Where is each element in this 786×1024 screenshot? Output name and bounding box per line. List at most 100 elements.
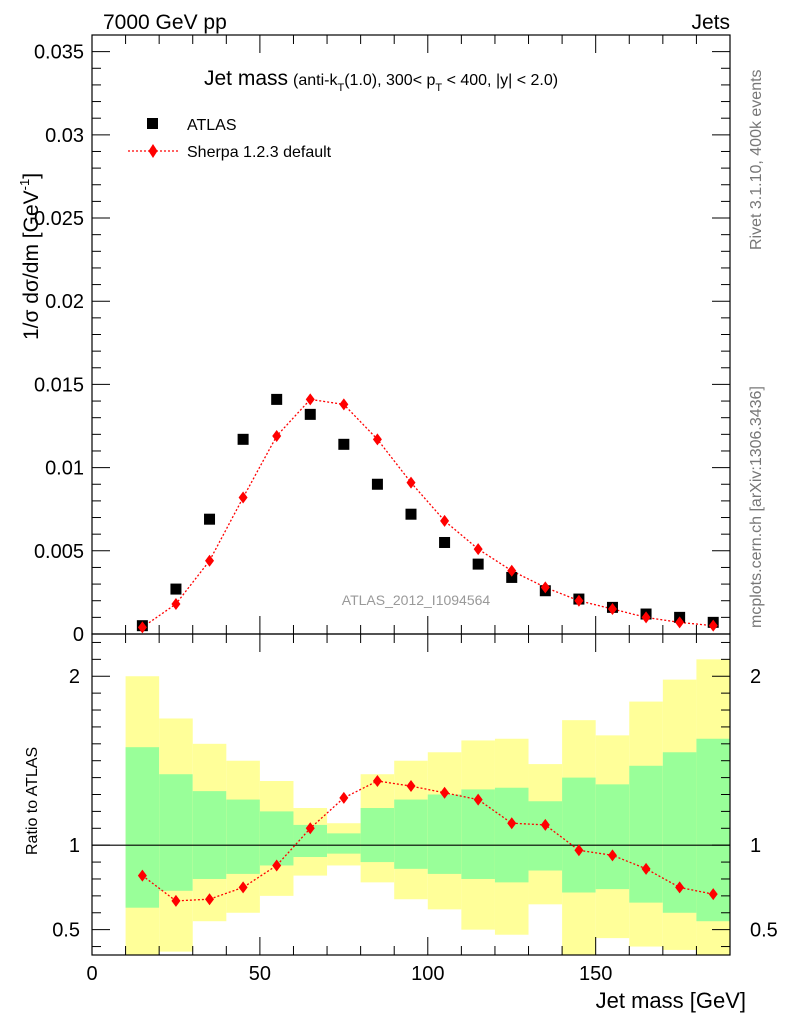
mc-point (440, 514, 450, 527)
plot-title: Jet mass (anti-kT(1.0), 300< pT < 400, |y… (204, 67, 558, 94)
mc-point (675, 616, 685, 629)
ratio-y-axis-label: Ratio to ATLAS (24, 747, 41, 855)
band-inner-bin (528, 801, 563, 871)
ratio-y-tick-label-right: 0.5 (750, 920, 778, 942)
x-axis-label: Jet mass [GeV] (596, 988, 746, 1013)
data-point (506, 571, 518, 583)
ratio-mc-point (540, 818, 550, 831)
mc-point (507, 564, 517, 577)
ratio-mc-point (406, 780, 416, 793)
x-tick-label: 50 (249, 963, 271, 985)
data-point (472, 558, 484, 570)
band-inner-bin (192, 791, 227, 879)
ratio-mc-point (272, 859, 282, 872)
y-tick-label: 0.005 (34, 541, 84, 563)
ratio-mc-point (607, 849, 617, 862)
ratio-y-tick-label-right: 1 (750, 835, 761, 857)
title-detail-c: < 400, |y| < 2.0) (442, 72, 558, 89)
legend-data-marker (147, 118, 158, 129)
mc-point (205, 554, 215, 567)
ratio-y-tick-label: 1 (69, 835, 80, 857)
title-detail-a: (anti-k (293, 72, 338, 89)
legend-mc-label: Sherpa 1.2.3 default (187, 144, 332, 161)
band-inner-bin (259, 811, 294, 866)
y-tick-label: 0.035 (34, 42, 84, 64)
ratio-mc-point (339, 791, 349, 804)
mc-point (339, 398, 349, 411)
ratio-mc-point (641, 862, 651, 875)
mc-point (607, 603, 617, 616)
ratio-mc-point (675, 881, 685, 894)
mc-point (171, 598, 181, 611)
data-point (271, 393, 283, 405)
title-sub-2: T (435, 82, 442, 94)
ratio-mc-point (372, 774, 382, 787)
band-inner-bin (327, 833, 361, 854)
data-point (405, 508, 417, 520)
mc-line (142, 398, 714, 628)
ratio-mc-point (708, 888, 718, 901)
title-main: Jet mass (204, 67, 288, 90)
band-inner-bin (562, 777, 596, 893)
y-tick-label: 0.015 (34, 374, 84, 396)
mc-point (473, 543, 483, 556)
band-inner-bin (226, 799, 260, 874)
ratio-mc-point (238, 881, 248, 894)
ratio-mc-point (205, 893, 215, 906)
band-inner-bin (360, 808, 395, 863)
band-inner-bin (125, 747, 160, 908)
x-tick-label: 0 (86, 963, 97, 985)
mc-point (641, 611, 651, 624)
rivet-label: Rivet 3.1.10, 400k events (748, 69, 765, 250)
data-point (204, 513, 216, 525)
ratio-y-tick-label: 2 (69, 666, 80, 688)
data-point (237, 433, 249, 445)
ratio-y-tick-label: 0.5 (52, 920, 80, 942)
band-inner-bin (427, 794, 462, 874)
data-point (371, 478, 383, 490)
mc-point (238, 491, 248, 504)
x-tick-label: 150 (579, 963, 612, 985)
y-tick-label: 0.01 (45, 458, 84, 480)
top-y-axis-label-exp: -1 (17, 179, 32, 191)
top-y-axis-label: 1/σ dσ/dm [GeV-1] (17, 173, 43, 340)
ratio-mc-point (440, 786, 450, 799)
title-detail-b: (1.0), 300< p (344, 72, 435, 89)
header-left: 7000 GeV pp (103, 11, 227, 34)
y-tick-label: 0.02 (45, 291, 84, 313)
mc-point (137, 621, 147, 634)
ratio-mc-line (142, 780, 714, 902)
ratio-mc-point (574, 844, 584, 857)
mc-point (372, 433, 382, 446)
band-inner-bin (595, 784, 630, 890)
ratio-mc-point (137, 869, 147, 882)
x-tick-label: 100 (411, 963, 444, 985)
main-panel: 0.005 0.01 0.015 0.02 0.025 0.03 0.035 0 (34, 34, 731, 646)
ratio-mc-point (473, 793, 483, 806)
ratio-y-tick-label-right: 2 (750, 666, 761, 688)
mcplots-label: mcplots.cern.ch [arXiv:1306.3436] (748, 386, 765, 628)
mc-point (574, 594, 584, 607)
mc-point (272, 429, 282, 442)
y-tick-label: 0.025 (34, 208, 84, 230)
ratio-mc-point (171, 894, 181, 907)
data-point (304, 408, 316, 420)
data-point (170, 583, 182, 595)
band-inner-bin (159, 774, 193, 891)
top-y-axis-label-main: 1/σ dσ/dm [GeV (20, 190, 43, 340)
top-y-axis-label-end: ] (20, 173, 43, 179)
analysis-watermark: ATLAS_2012_I1094564 (342, 592, 491, 608)
band-inner-bin (494, 787, 529, 883)
mc-point (305, 393, 315, 406)
band-inner-bin (629, 765, 663, 903)
band-inner-bin (394, 799, 428, 869)
mc-point (540, 581, 550, 594)
ratio-mc-point (305, 822, 315, 835)
data-point (338, 438, 350, 450)
y-tick-label: 0.03 (45, 125, 84, 147)
legend: ATLAS Sherpa 1.2.3 default (128, 117, 332, 161)
ratio-panel: 0 50 100 150 0.5 0.5 1 1 2 2 (52, 633, 778, 985)
header-right: Jets (691, 11, 730, 34)
mc-point (406, 476, 416, 489)
